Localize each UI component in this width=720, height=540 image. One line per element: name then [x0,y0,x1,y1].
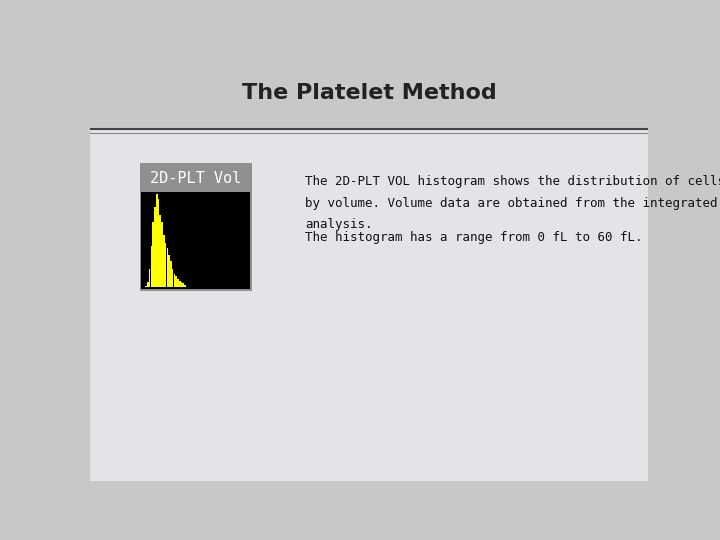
Bar [153,222,154,287]
Bar [160,215,161,287]
Text: The histogram has a range from 0 fL to 60 fL.: The histogram has a range from 0 fL to 6… [305,231,642,244]
Bar [179,281,181,287]
Bar [161,222,163,287]
Bar [150,246,152,287]
Bar [182,284,184,287]
Bar [165,243,166,287]
Bar [184,285,186,287]
Bar [177,279,179,287]
Bar [141,192,250,289]
Bar [176,276,177,287]
Text: The 2D-PLT VOL histogram shows the distribution of cells: The 2D-PLT VOL histogram shows the distr… [305,175,720,188]
Bar [158,199,159,287]
Text: analysis.: analysis. [305,218,372,231]
Bar [90,65,648,129]
Bar [163,235,165,287]
Bar [170,261,171,287]
Bar [90,129,648,481]
Bar [145,286,147,287]
Bar [149,269,150,287]
Text: by volume. Volume data are obtained from the integrated: by volume. Volume data are obtained from… [305,197,717,210]
Bar [147,282,148,287]
Bar [168,255,170,287]
Bar [174,274,175,287]
Bar [140,163,252,291]
Text: The Platelet Method: The Platelet Method [242,83,496,103]
Bar [140,163,252,192]
Bar [181,282,182,287]
Bar [156,194,158,287]
Bar [154,207,156,287]
Text: 2D-PLT Vol: 2D-PLT Vol [150,171,241,186]
Bar [172,269,174,287]
Bar [166,248,168,287]
